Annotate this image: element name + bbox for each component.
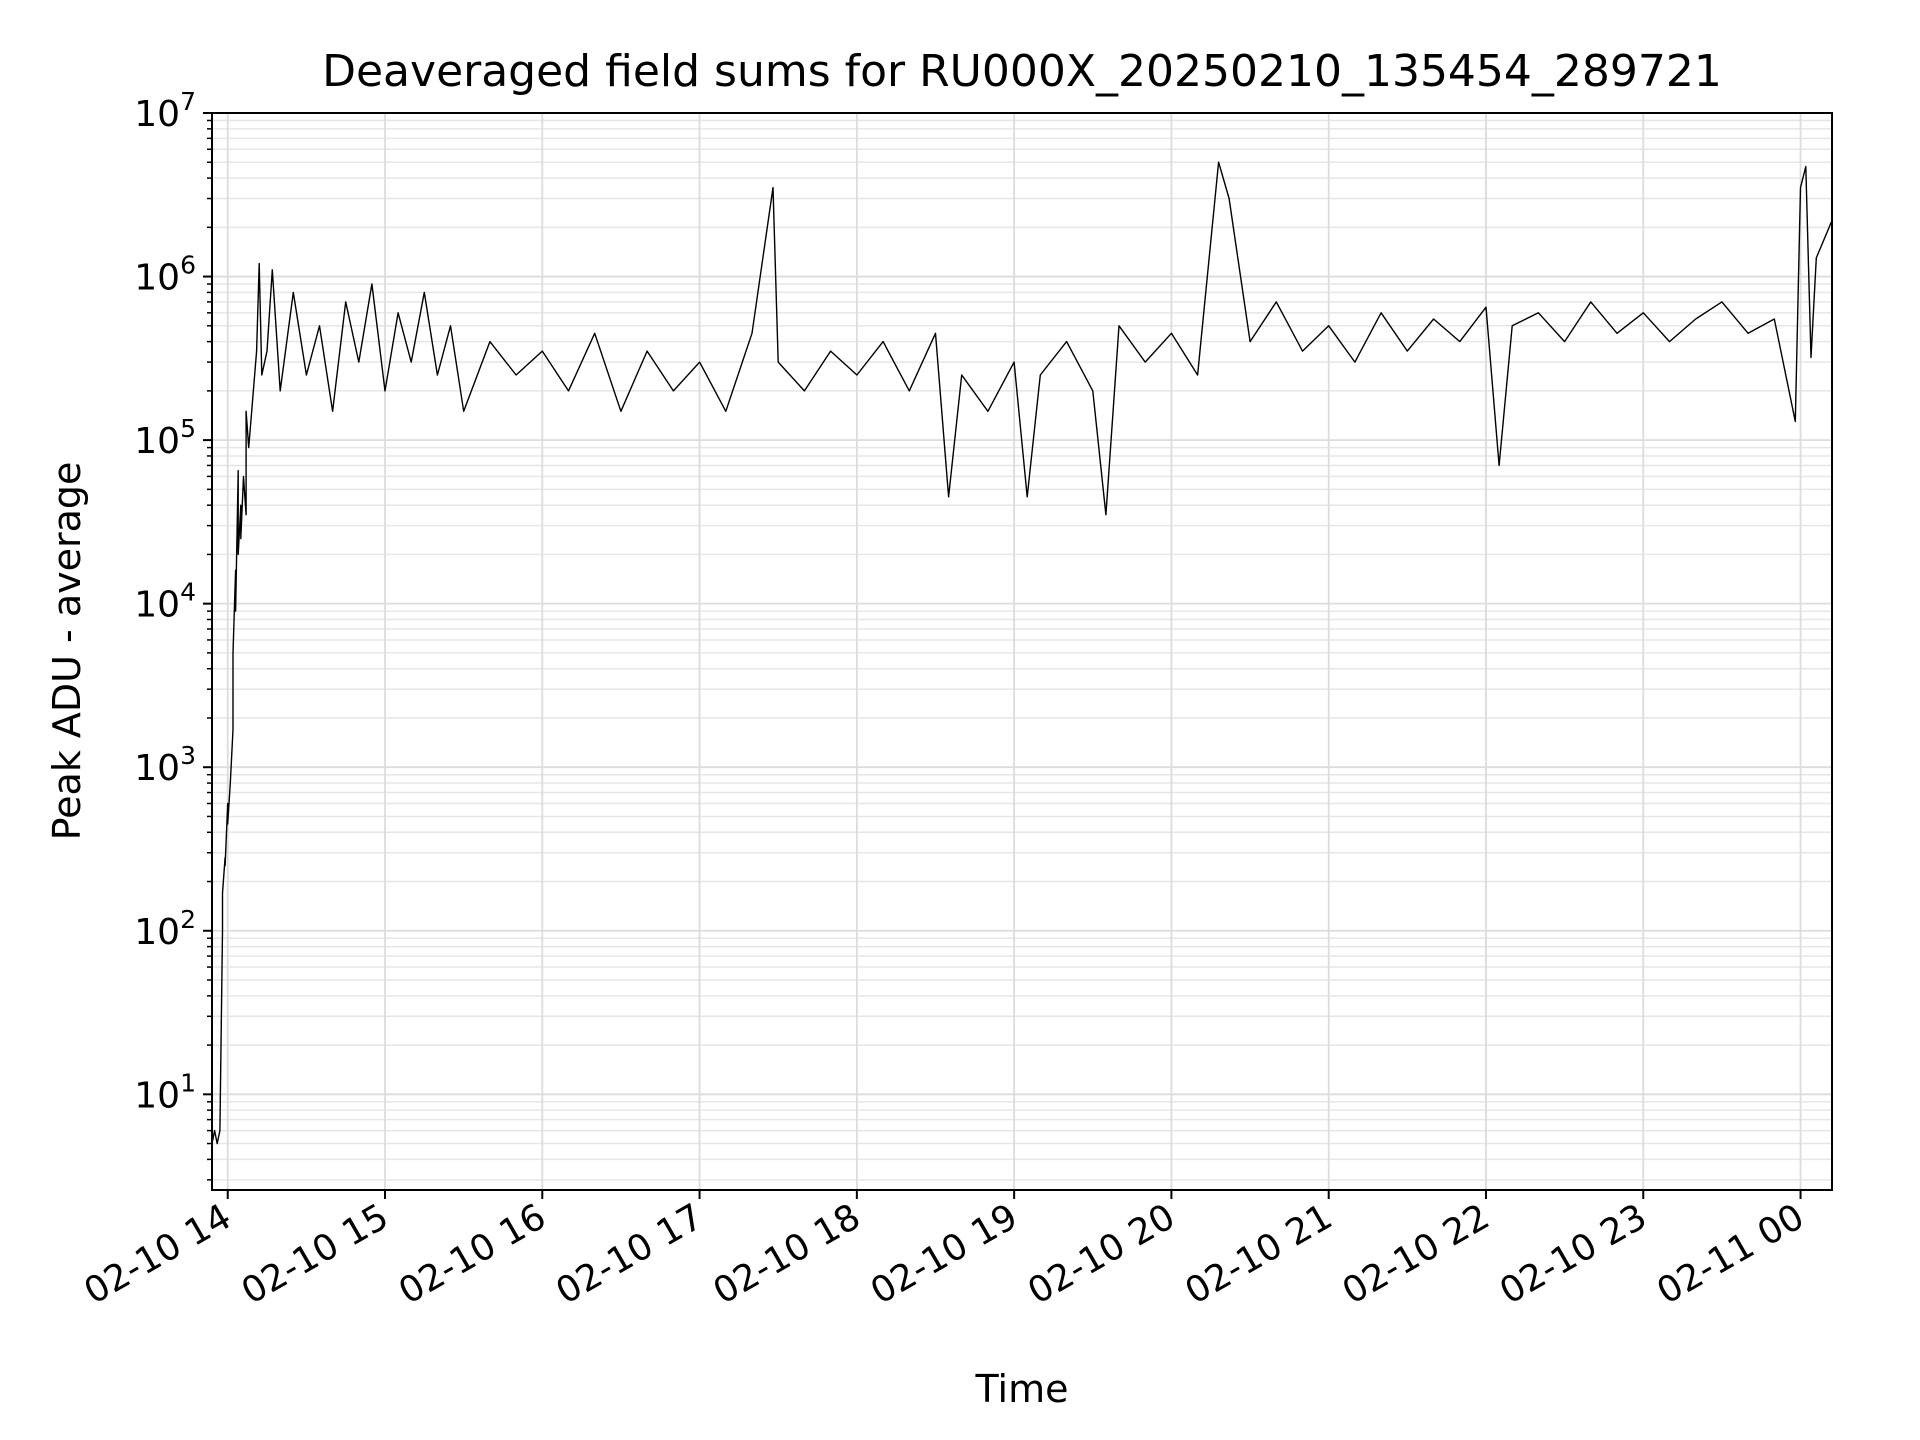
y-tick-label: 102 <box>134 905 196 953</box>
minor-gridlines <box>212 119 1832 1181</box>
plot-frame <box>211 112 1833 1191</box>
chart-title: Deaveraged field sums for RU000X_2025021… <box>322 46 1722 97</box>
y-tick-label: 104 <box>134 578 196 626</box>
y-tick-label: 107 <box>134 87 196 135</box>
y-tick-label: 105 <box>134 414 196 462</box>
y-tick-label: 103 <box>134 741 196 789</box>
series-layer <box>211 161 1833 1145</box>
y-tick-label: 101 <box>134 1068 196 1116</box>
x-axis-label: Time <box>975 1367 1069 1411</box>
y-tick-labels: 101 102 103 104 105 106 107 <box>134 87 196 1116</box>
ticks-layer <box>203 112 1802 1199</box>
y-axis-label: Peak ADU - average <box>45 462 89 841</box>
series-line <box>211 161 1833 1145</box>
y-tick-label: 106 <box>134 251 196 299</box>
